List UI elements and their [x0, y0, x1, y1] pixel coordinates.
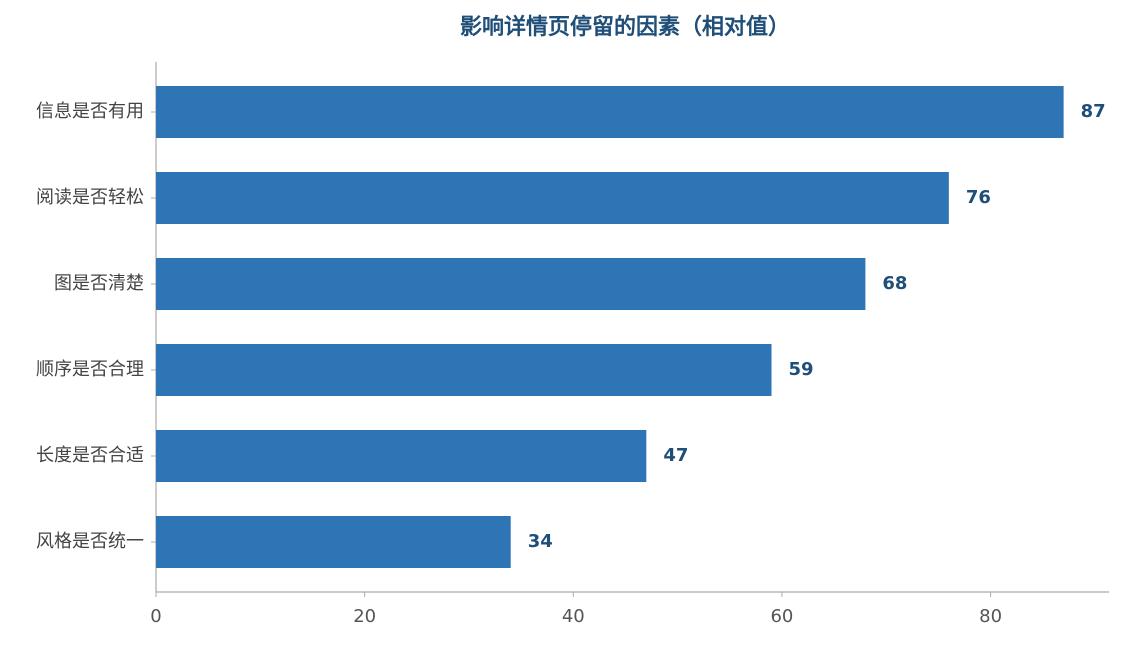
bar: [156, 344, 772, 396]
value-label: 34: [528, 531, 553, 552]
bar: [156, 516, 511, 568]
bar: [156, 430, 647, 482]
x-tick-label: 60: [770, 606, 793, 627]
x-tick-label: 20: [353, 606, 376, 627]
value-label: 76: [966, 187, 991, 208]
bar: [156, 258, 866, 310]
y-tick-label: 信息是否有用: [36, 101, 144, 122]
x-tick-label: 0: [150, 606, 161, 627]
x-tick-label: 80: [979, 606, 1002, 627]
x-tick-label: 40: [562, 606, 585, 627]
y-tick-label: 阅读是否轻松: [36, 187, 144, 208]
bar: [156, 172, 949, 224]
value-label: 87: [1081, 101, 1106, 122]
bar: [156, 86, 1064, 138]
value-label: 59: [789, 359, 814, 380]
y-tick-label: 图是否清楚: [54, 273, 144, 294]
chart-title: 影响详情页停留的因素（相对值）: [460, 14, 790, 40]
y-tick-label: 风格是否统一: [36, 531, 144, 552]
y-tick-label: 长度是否合适: [36, 445, 144, 466]
value-label: 68: [882, 273, 907, 294]
y-tick-label: 顺序是否合理: [36, 359, 144, 380]
value-label: 47: [663, 445, 688, 466]
